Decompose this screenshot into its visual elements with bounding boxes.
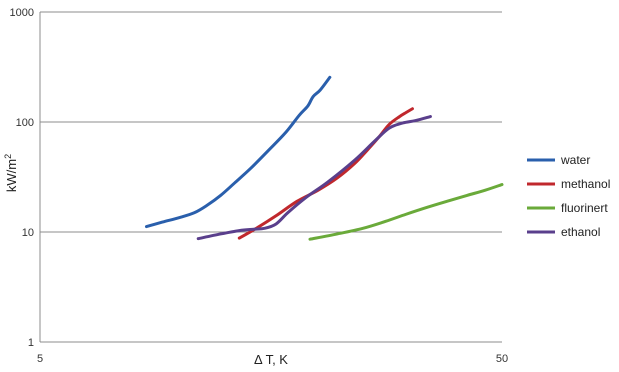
legend-label-fluorinert: fluorinert — [561, 201, 608, 215]
legend: water methanol fluorinert ethanol — [527, 153, 610, 239]
y-tick-label-100: 100 — [16, 117, 34, 129]
x-tick-label-50: 50 — [496, 353, 508, 365]
series-line-fluorinert — [308, 183, 504, 241]
y-axis-label: kW/m2 — [3, 154, 19, 192]
y-tick-label-1000: 1000 — [10, 7, 34, 19]
legend-label-methanol: methanol — [561, 177, 610, 191]
legend-item-methanol: methanol — [527, 177, 610, 191]
y-axis-label-text: kW/m — [4, 159, 19, 192]
x-tick-label-5: 5 — [37, 353, 43, 365]
x-axis-label: Δ T, K — [254, 352, 288, 367]
series-line-ethanol — [196, 115, 432, 241]
legend-item-ethanol: ethanol — [527, 225, 600, 239]
legend-item-water: water — [527, 153, 590, 167]
y-axis-ticks: 1 10 100 1000 — [10, 7, 34, 349]
series-line-water — [144, 75, 332, 229]
y-tick-label-1: 1 — [28, 337, 34, 349]
grid — [39, 11, 502, 343]
y-axis-label-superscript: 2 — [3, 154, 13, 159]
legend-item-fluorinert: fluorinert — [527, 201, 608, 215]
plot-area — [144, 75, 504, 241]
x-axis-ticks: 5 50 — [37, 353, 508, 365]
series-line-methanol — [237, 107, 414, 240]
legend-label-ethanol: ethanol — [561, 225, 600, 239]
legend-label-water: water — [560, 153, 590, 167]
y-tick-label-10: 10 — [22, 227, 34, 239]
